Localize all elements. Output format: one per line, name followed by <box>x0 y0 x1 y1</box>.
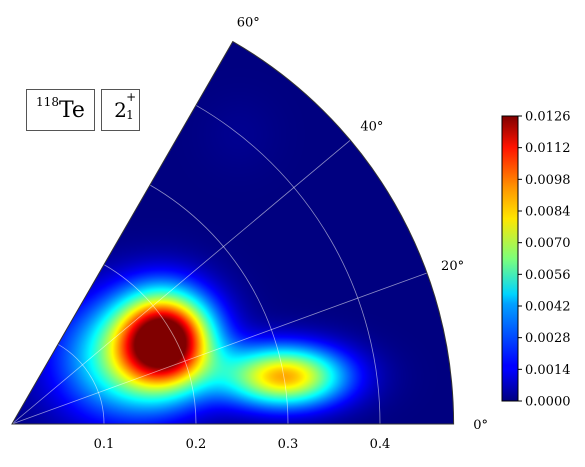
colorbar-tick-label: 0.0028 <box>525 331 571 346</box>
colorbar-ticks: 0.0000 0.0014 0.0028 0.0042 0.0056 0.0070 0.00… <box>518 110 571 410</box>
colorbar-tick-label: 0.0000 <box>525 395 571 410</box>
nucleus-label: 118 Te <box>26 89 95 131</box>
colorbar-tick-label: 0.0084 <box>525 205 571 220</box>
r-tick-label: 0.3 <box>278 437 299 452</box>
grid-arc-0 <box>57 343 105 425</box>
theta-tick-label: 20° <box>441 259 464 274</box>
colorbar-tick-label: 0.0098 <box>525 173 571 188</box>
state-spin: 2 + 1 <box>114 90 136 122</box>
colorbar-tick-label: 0.0056 <box>525 268 571 283</box>
colorbar-tick-label: 0.0070 <box>525 236 571 251</box>
sector-outline <box>11 40 455 425</box>
grid-arc-1 <box>103 264 197 425</box>
colorbar-gradient <box>501 115 519 402</box>
grid-spoke-2 <box>11 139 351 425</box>
theta-tick-label: 40° <box>360 119 383 134</box>
state-spin-value: 2 <box>114 98 127 122</box>
theta-tick-label: 60° <box>237 16 260 31</box>
angular-tick-labels: 0° 20° 40° 60° <box>237 16 488 433</box>
grid-arc-2 <box>149 184 289 425</box>
colorbar-tick-label: 0.0112 <box>525 141 571 156</box>
colorbar-tick-label: 0.0042 <box>525 300 571 315</box>
colorbar: 0.0000 0.0014 0.0028 0.0042 0.0056 0.0070 0.00… <box>501 110 571 410</box>
state-index: 1 <box>126 108 134 122</box>
nucleus-symbol: Te <box>58 97 85 123</box>
polar-grid <box>11 104 428 425</box>
grid-arc-3 <box>195 104 381 425</box>
r-tick-label: 0.1 <box>94 437 115 452</box>
radial-tick-labels: 0.1 0.2 0.3 0.4 <box>94 437 391 452</box>
colorbar-tick-label: 0.0014 <box>525 363 571 378</box>
state-parity: + <box>126 90 137 104</box>
r-tick-label: 0.2 <box>186 437 207 452</box>
colorbar-tick-label: 0.0126 <box>525 110 571 125</box>
state-label: 2 + 1 <box>101 89 140 131</box>
r-tick-label: 0.4 <box>370 437 391 452</box>
nucleus-mass-number: 118 <box>36 95 59 109</box>
theta-tick-label: 0° <box>473 418 488 433</box>
grid-spoke-1 <box>11 272 428 425</box>
